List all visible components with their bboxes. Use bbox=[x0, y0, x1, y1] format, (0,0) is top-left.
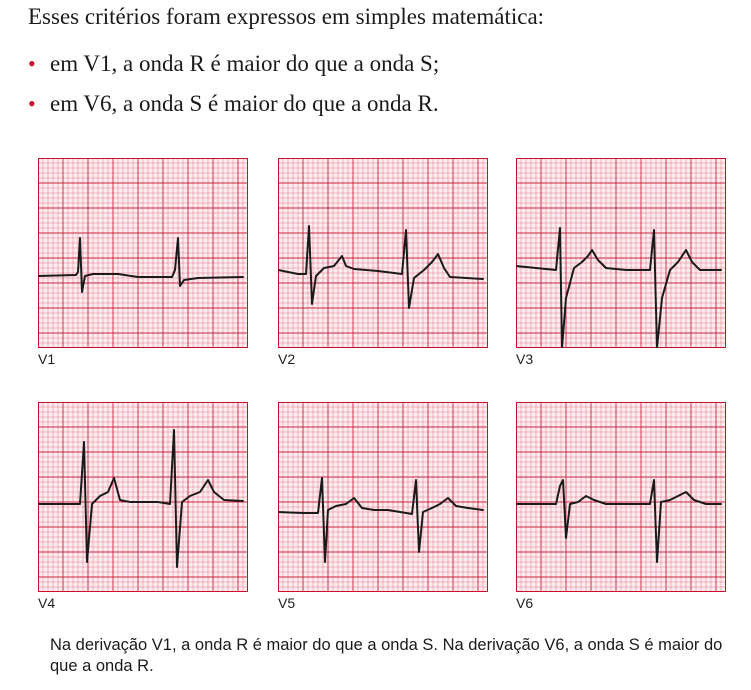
ecg-trace-line bbox=[516, 227, 722, 348]
ecg-panel-v5: V5 bbox=[278, 402, 488, 612]
criteria-text-v6: em V6, a onda S é maior do que a onda R. bbox=[50, 91, 439, 116]
figure-caption: Na derivação V1, a onda R é maior do que… bbox=[50, 636, 723, 675]
ecg-panel-v1: V1 bbox=[38, 158, 248, 368]
ecg-tracing-v2 bbox=[278, 158, 488, 348]
criteria-list: • em V1, a onda R é maior do que a onda … bbox=[28, 44, 439, 124]
ecg-trace-line bbox=[38, 429, 244, 568]
ecg-tracing-v1 bbox=[38, 158, 248, 348]
ecg-trace-line bbox=[516, 479, 722, 563]
ecg-trace-line bbox=[278, 477, 484, 563]
criteria-item-v6: • em V6, a onda S é maior do que a onda … bbox=[28, 84, 439, 124]
ecg-grid-lines bbox=[38, 158, 248, 348]
ecg-panel-v2: V2 bbox=[278, 158, 488, 368]
criteria-text-v1: em V1, a onda R é maior do que a onda S; bbox=[50, 51, 440, 76]
ecg-panel-v4: V4 bbox=[38, 402, 248, 612]
lead-label-v1: V1 bbox=[38, 351, 56, 367]
ecg-panel-v6: V6 bbox=[516, 402, 726, 612]
ecg-tracing-v6 bbox=[516, 402, 726, 592]
ecg-trace-line bbox=[278, 225, 484, 309]
lead-label-v6: V6 bbox=[516, 595, 534, 611]
ecg-grid-lines bbox=[516, 402, 726, 592]
bullet-icon: • bbox=[28, 51, 36, 76]
ecg-panel-v3: V3 bbox=[516, 158, 726, 368]
ecg-tracing-v4 bbox=[38, 402, 248, 592]
lead-label-v5: V5 bbox=[278, 595, 296, 611]
ecg-grid-lines bbox=[278, 402, 488, 592]
ecg-trace-line bbox=[38, 237, 244, 293]
lead-label-v2: V2 bbox=[278, 351, 296, 367]
bullet-icon: • bbox=[28, 91, 36, 116]
lead-label-v4: V4 bbox=[38, 595, 56, 611]
lead-label-v3: V3 bbox=[516, 351, 534, 367]
criteria-item-v1: • em V1, a onda R é maior do que a onda … bbox=[28, 44, 439, 84]
ecg-tracing-v3 bbox=[516, 158, 726, 348]
ecg-tracing-v5 bbox=[278, 402, 488, 592]
ecg-grid-lines bbox=[278, 158, 488, 348]
intro-text: Esses critérios foram expressos em simpl… bbox=[28, 4, 545, 29]
